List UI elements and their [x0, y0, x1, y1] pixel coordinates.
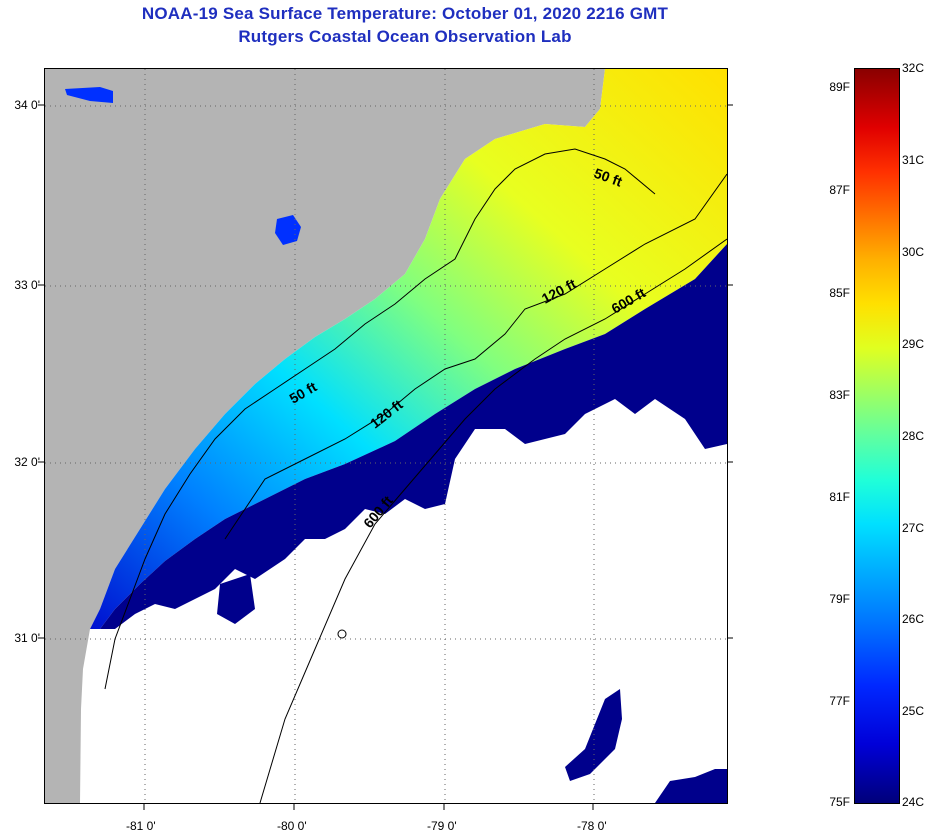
colorbar-c-label: 24C [902, 795, 925, 809]
colorbar-f-label: 81F [829, 490, 850, 504]
contour-120ft [224, 173, 727, 540]
map-title: NOAA-19 Sea Surface Temperature: October… [141, 4, 669, 23]
cold-water-band [100, 244, 727, 629]
colorbar-f-label: 83F [829, 388, 850, 402]
colorbar-f-label: 85F [829, 286, 850, 300]
colorbar-c-label: 27C [902, 521, 925, 535]
sst-field [90, 69, 727, 629]
colorbar-c-label: 31C [902, 153, 925, 167]
bathymetry-contours [104, 148, 727, 803]
colorbar-f-label: 75F [829, 795, 850, 809]
colorbar-c-label: 28C [902, 429, 925, 443]
cold-patch-west [217, 574, 255, 624]
lat-label-34: 34 0' [14, 98, 40, 112]
colorbar-f-label: 89F [829, 80, 850, 94]
land-mass [45, 69, 605, 803]
lat-label-31: 31 0' [14, 631, 40, 645]
colorbar-c-label: 29C [902, 337, 925, 351]
colorbar-f-label: 87F [829, 183, 850, 197]
sst-map[interactable]: 50 ft 50 ft 120 ft 120 ft 600 ft 600 ft [44, 68, 728, 804]
colorbar-c-label: 25C [902, 704, 925, 718]
contour-600ft [259, 238, 727, 803]
map-subtitle: Rutgers Coastal Ocean Observation Lab [238, 27, 572, 46]
temperature-colorbar [854, 68, 900, 804]
inland-lake [275, 215, 301, 245]
graticule [45, 69, 727, 803]
lon-label-80: -80 0' [277, 819, 307, 833]
colorbar-c-label: 30C [902, 245, 925, 259]
colorbar-c-label: 26C [902, 612, 925, 626]
lon-label-79: -79 0' [427, 819, 457, 833]
contour-50ft [104, 148, 656, 690]
colorbar-f-label: 79F [829, 592, 850, 606]
lat-label-32: 32 0' [14, 455, 40, 469]
sst-map-svg: 50 ft 50 ft 120 ft 120 ft 600 ft 600 ft [45, 69, 727, 803]
lon-label-81: -81 0' [126, 819, 156, 833]
colorbar-f-label: 77F [829, 694, 850, 708]
lat-label-33: 33 0' [14, 278, 40, 292]
lon-label-78: -78 0' [577, 819, 607, 833]
inland-water-north [65, 87, 113, 103]
colorbar-c-label: 32C [902, 61, 925, 75]
cold-patch-south-corner [655, 769, 727, 803]
